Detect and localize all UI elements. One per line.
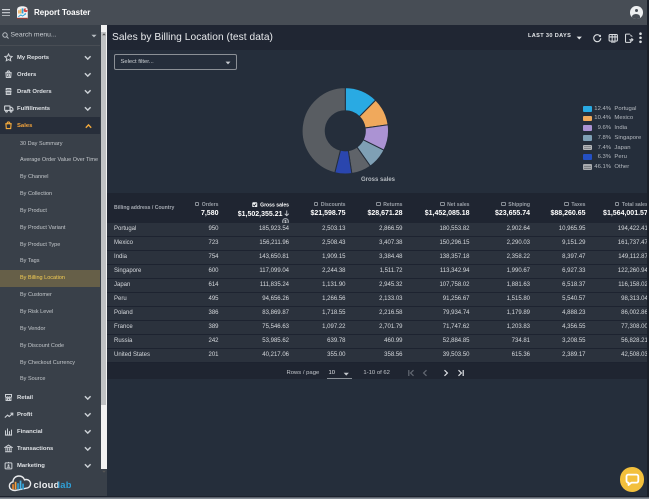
svg-text:cloud: cloud	[34, 479, 60, 490]
svg-text:lab: lab	[58, 479, 72, 490]
